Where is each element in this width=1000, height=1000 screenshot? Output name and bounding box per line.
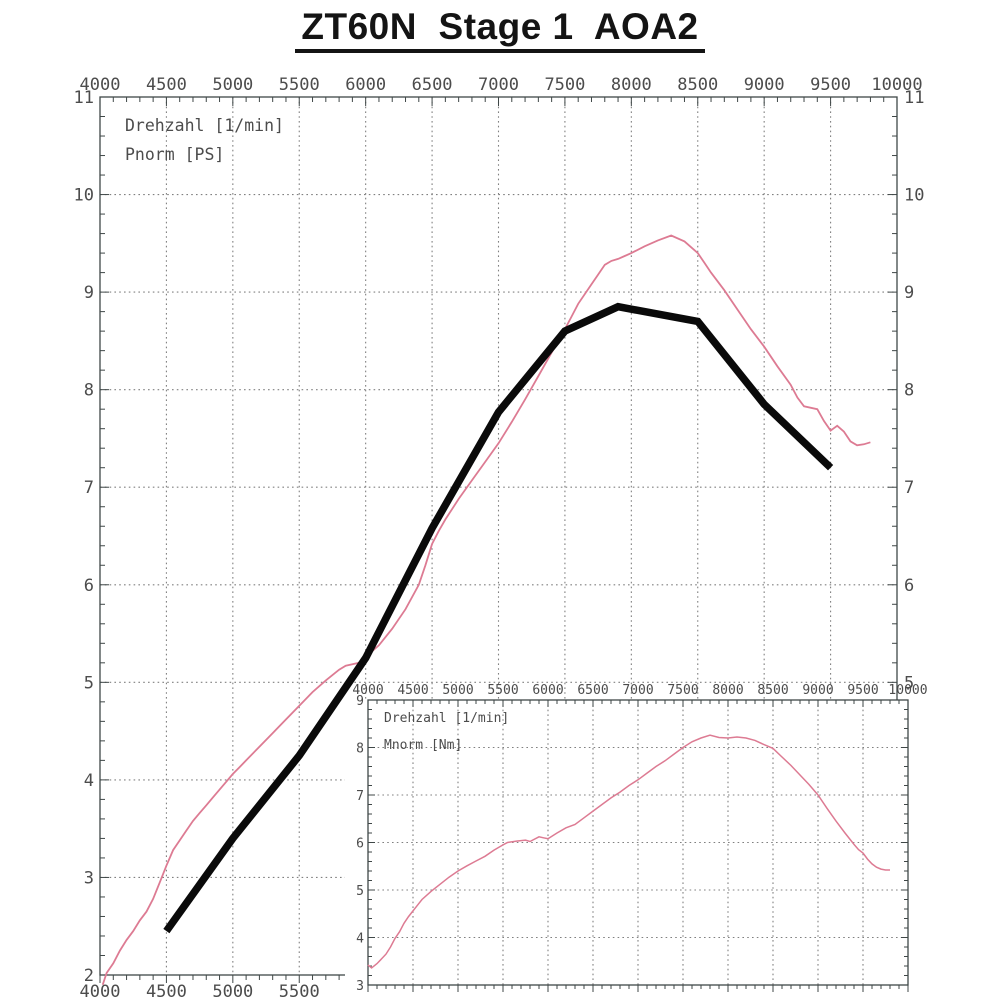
- y-axis-right-tick-label: 6: [904, 576, 914, 596]
- x-axis-tick-label: 4000: [352, 683, 383, 698]
- y-axis-left-tick-label: 10: [74, 186, 94, 206]
- y-axis-left-tick-label: 7: [356, 789, 364, 804]
- page-title: ZT60N Stage 1 AOA2: [295, 6, 705, 53]
- x-axis-tick-label: 8500: [677, 75, 718, 95]
- main-legend-text-0: Drehzahl [1/min]: [125, 116, 284, 135]
- y-axis-right-tick-label: 5: [904, 673, 914, 693]
- y-axis-right-tick-label: 7: [904, 478, 914, 498]
- x-axis-tick-label: 9000: [802, 683, 833, 698]
- inset-chart: 4000 4500 5000 5500 6000 6500 7000 7500 8000 8500…: [345, 683, 1000, 1000]
- x-axis-tick-label: 5000: [212, 75, 253, 95]
- x-axis-tick-label: 6000: [345, 75, 386, 95]
- y-axis-left-tick-label: 5: [356, 884, 364, 899]
- x-axis-tick-label: 10000: [871, 75, 922, 95]
- y-axis-left-tick-label: 7: [84, 478, 94, 498]
- x-axis-tick-label: 6000: [532, 683, 563, 698]
- x-axis-tick-label: 8000: [611, 75, 652, 95]
- x-axis-tick-label: 4000: [80, 75, 121, 95]
- main-curve-pink: [101, 234, 871, 986]
- x-axis-tick-label: 5000: [442, 683, 473, 698]
- x-axis-tick-label: 9500: [810, 75, 851, 95]
- inset-legend-text-0: Drehzahl [1/min]: [384, 711, 509, 726]
- y-axis-left-tick-label: 9: [356, 694, 364, 709]
- y-axis-right-tick-label: 10: [904, 186, 924, 206]
- x-axis-bottom-tick-label: 4500: [146, 982, 187, 1000]
- inset-curve-pink: [367, 734, 890, 969]
- y-axis-left-tick-label: 9: [84, 283, 94, 303]
- inset-background: [345, 700, 1000, 1000]
- x-axis-tick-label: 8000: [712, 683, 743, 698]
- y-axis-left-tick-label: 6: [356, 837, 364, 852]
- x-axis-tick-label: 9000: [744, 75, 785, 95]
- x-axis-tick-label: 5500: [487, 683, 518, 698]
- x-axis-tick-label: 7500: [544, 75, 585, 95]
- y-axis-left-tick-label: 4: [84, 771, 94, 791]
- y-axis-left-tick-label: 3: [84, 868, 94, 888]
- x-axis-bottom-tick-label: 5500: [279, 982, 320, 1000]
- y-axis-left-tick-label: 6: [84, 576, 94, 596]
- page-title-wrap: ZT60N Stage 1 AOA2: [0, 6, 1000, 53]
- main-curve-black: [163, 302, 834, 934]
- x-axis-tick-label: 8500: [757, 683, 788, 698]
- y-axis-left-tick-label: 5: [84, 673, 94, 693]
- x-axis-tick-label: 7000: [478, 75, 519, 95]
- y-axis-left-tick-label: 8: [84, 381, 94, 401]
- x-axis-tick-label: 7500: [667, 683, 698, 698]
- y-axis-left-tick-label: 4: [356, 932, 364, 947]
- x-axis-tick-label: 7000: [622, 683, 653, 698]
- y-axis-left-tick-label: 2: [84, 966, 94, 986]
- x-axis-tick-label: 6500: [577, 683, 608, 698]
- y-axis-left-tick-label: 8: [356, 742, 364, 757]
- y-axis-right-tick-label: 9: [904, 283, 914, 303]
- x-axis-tick-label: 6500: [412, 75, 453, 95]
- x-axis-tick-label: 10000: [888, 683, 927, 698]
- inset-legend-text-1: Mnorm [Nm]: [384, 738, 462, 753]
- x-axis-bottom-tick-label: 5000: [212, 982, 253, 1000]
- y-axis-left-tick-label: 3: [356, 979, 364, 994]
- x-axis-bottom-tick-label: 4000: [80, 982, 121, 1000]
- x-axis-tick-label: 9500: [847, 683, 878, 698]
- x-axis-tick-label: 4500: [397, 683, 428, 698]
- x-axis-tick-label: 5500: [279, 75, 320, 95]
- y-axis-right-tick-label: 8: [904, 381, 914, 401]
- x-axis-tick-label: 4500: [146, 75, 187, 95]
- y-axis-left-tick-label: 11: [74, 88, 94, 108]
- main-legend-text-1: Pnorm [PS]: [125, 145, 224, 164]
- y-axis-right-tick-label: 11: [904, 88, 924, 108]
